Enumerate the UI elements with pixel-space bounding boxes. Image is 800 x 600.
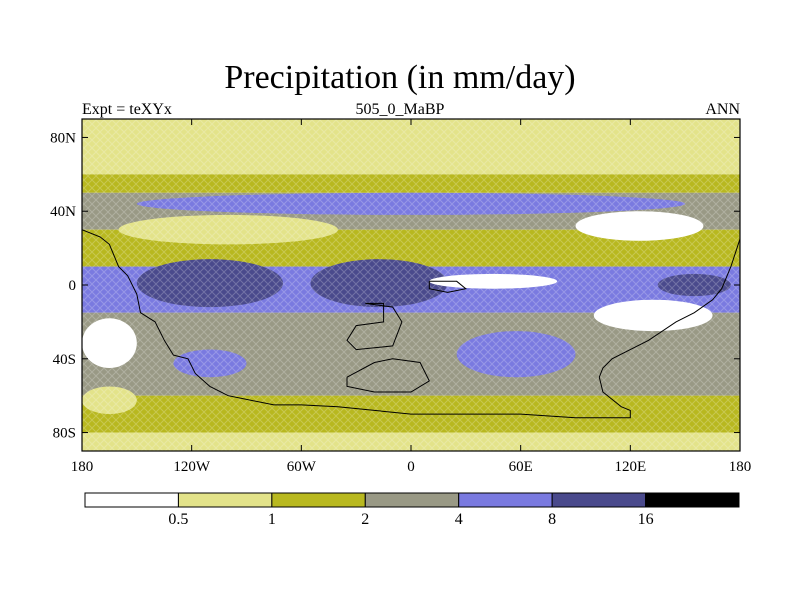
x-tick-label: 120W — [173, 459, 211, 475]
y-tick-label: 0 — [69, 278, 77, 294]
colorbar-label: 1 — [268, 511, 276, 528]
colorbar-label: 8 — [548, 511, 556, 528]
x-tick-label: 60W — [287, 459, 317, 475]
y-tick-label: 40N — [50, 204, 76, 220]
x-tick-label: 0 — [407, 459, 415, 475]
colorbar-swatch — [364, 492, 460, 508]
colorbar-swatch — [458, 492, 553, 508]
season-label: ANN — [705, 101, 740, 118]
colorbar-label: 2 — [361, 511, 369, 528]
x-tick-label: 60E — [509, 459, 533, 475]
period-label: 505_0_MaBP — [355, 101, 445, 118]
y-tick-label: 40S — [53, 352, 76, 368]
coastline — [82, 229, 740, 419]
y-tick-label: 80N — [50, 130, 76, 146]
experiment-label: Expt = teXYx — [82, 101, 172, 118]
hatch-overlay — [82, 119, 740, 451]
coastline — [346, 358, 430, 393]
colorbar-swatch — [271, 492, 366, 508]
colorbar-label: 16 — [638, 511, 654, 528]
x-tick-label: 120E — [614, 459, 646, 475]
chart-title: Precipitation (in mm/day) — [224, 59, 576, 96]
colorbar-label: 0.5 — [168, 511, 188, 528]
coastline — [428, 280, 467, 293]
colorbar-swatch — [645, 492, 740, 508]
colorbar-swatch — [177, 492, 273, 508]
x-tick-label: 180 — [729, 459, 752, 475]
colorbar-label: 4 — [455, 511, 463, 528]
coastline — [346, 302, 403, 351]
colorbar-swatch — [551, 492, 647, 508]
y-tick-label: 80S — [53, 426, 76, 442]
colorbar-swatch — [84, 492, 179, 508]
x-tick-label: 180 — [71, 459, 94, 475]
